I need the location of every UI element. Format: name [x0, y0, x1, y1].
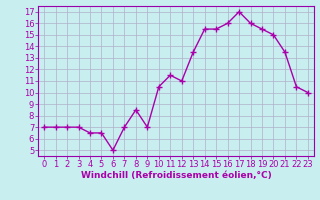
X-axis label: Windchill (Refroidissement éolien,°C): Windchill (Refroidissement éolien,°C)	[81, 171, 271, 180]
